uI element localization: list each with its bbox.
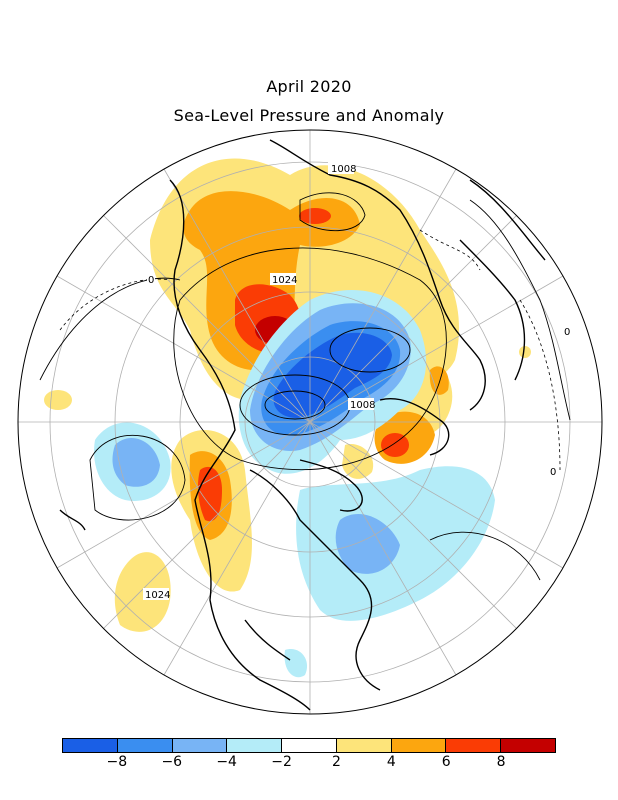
contour-label-1008-top: 1008 (331, 164, 356, 175)
colorbar-swatch-7 (446, 739, 502, 752)
coastlines (59, 139, 546, 711)
map-subtitle: Sea-Level Pressure and Anomaly (173, 106, 445, 125)
colorbar-swatch-6 (391, 739, 447, 752)
colorbar-tick-label: −4 (216, 754, 237, 770)
colorbar-swatch-5 (336, 739, 392, 752)
colorbar-swatch-1 (117, 739, 173, 752)
colorbar-swatch-2 (172, 739, 228, 752)
colorbar-tick-label: 2 (331, 754, 341, 770)
colorbar-swatch-4 (282, 739, 337, 752)
colorbar-tick-label: −8 (106, 754, 128, 770)
map-boundary (17, 129, 603, 715)
colorbar-tick-label: −2 (271, 754, 292, 770)
pressure-contours (39, 192, 571, 581)
graticule (18, 130, 602, 714)
colorbar-tick-label: 4 (386, 754, 396, 770)
anomaly-lt8 (273, 332, 392, 418)
contour-label-zero-lower-right: 0 (550, 467, 556, 478)
anomaly-field: 1008 1024 0 1008 1024 0 0 (18, 130, 602, 714)
contour-label-1024-europe: 1024 (272, 275, 297, 286)
colorbar-tick-label: −6 (161, 754, 183, 770)
map-title: April 2020 (266, 77, 352, 96)
colorbar-swatch-8 (501, 739, 556, 752)
contour-label-zero-right: 0 (564, 327, 570, 338)
colorbar-tick-label: 8 (496, 754, 506, 770)
colorbar-swatch-0 (63, 739, 118, 752)
anomaly-zero-contours (59, 229, 561, 471)
contour-labels: 1008 1024 0 1008 1024 0 0 (143, 162, 571, 601)
contour-label-zero-left: 0 (148, 275, 154, 286)
contour-label-1008-arctic: 1008 (350, 400, 375, 411)
contour-label-1024-pacific: 1024 (145, 590, 170, 601)
colorbar (62, 738, 556, 753)
colorbar-tick-label: 6 (441, 754, 451, 770)
colorbar-swatch-3 (227, 739, 283, 752)
